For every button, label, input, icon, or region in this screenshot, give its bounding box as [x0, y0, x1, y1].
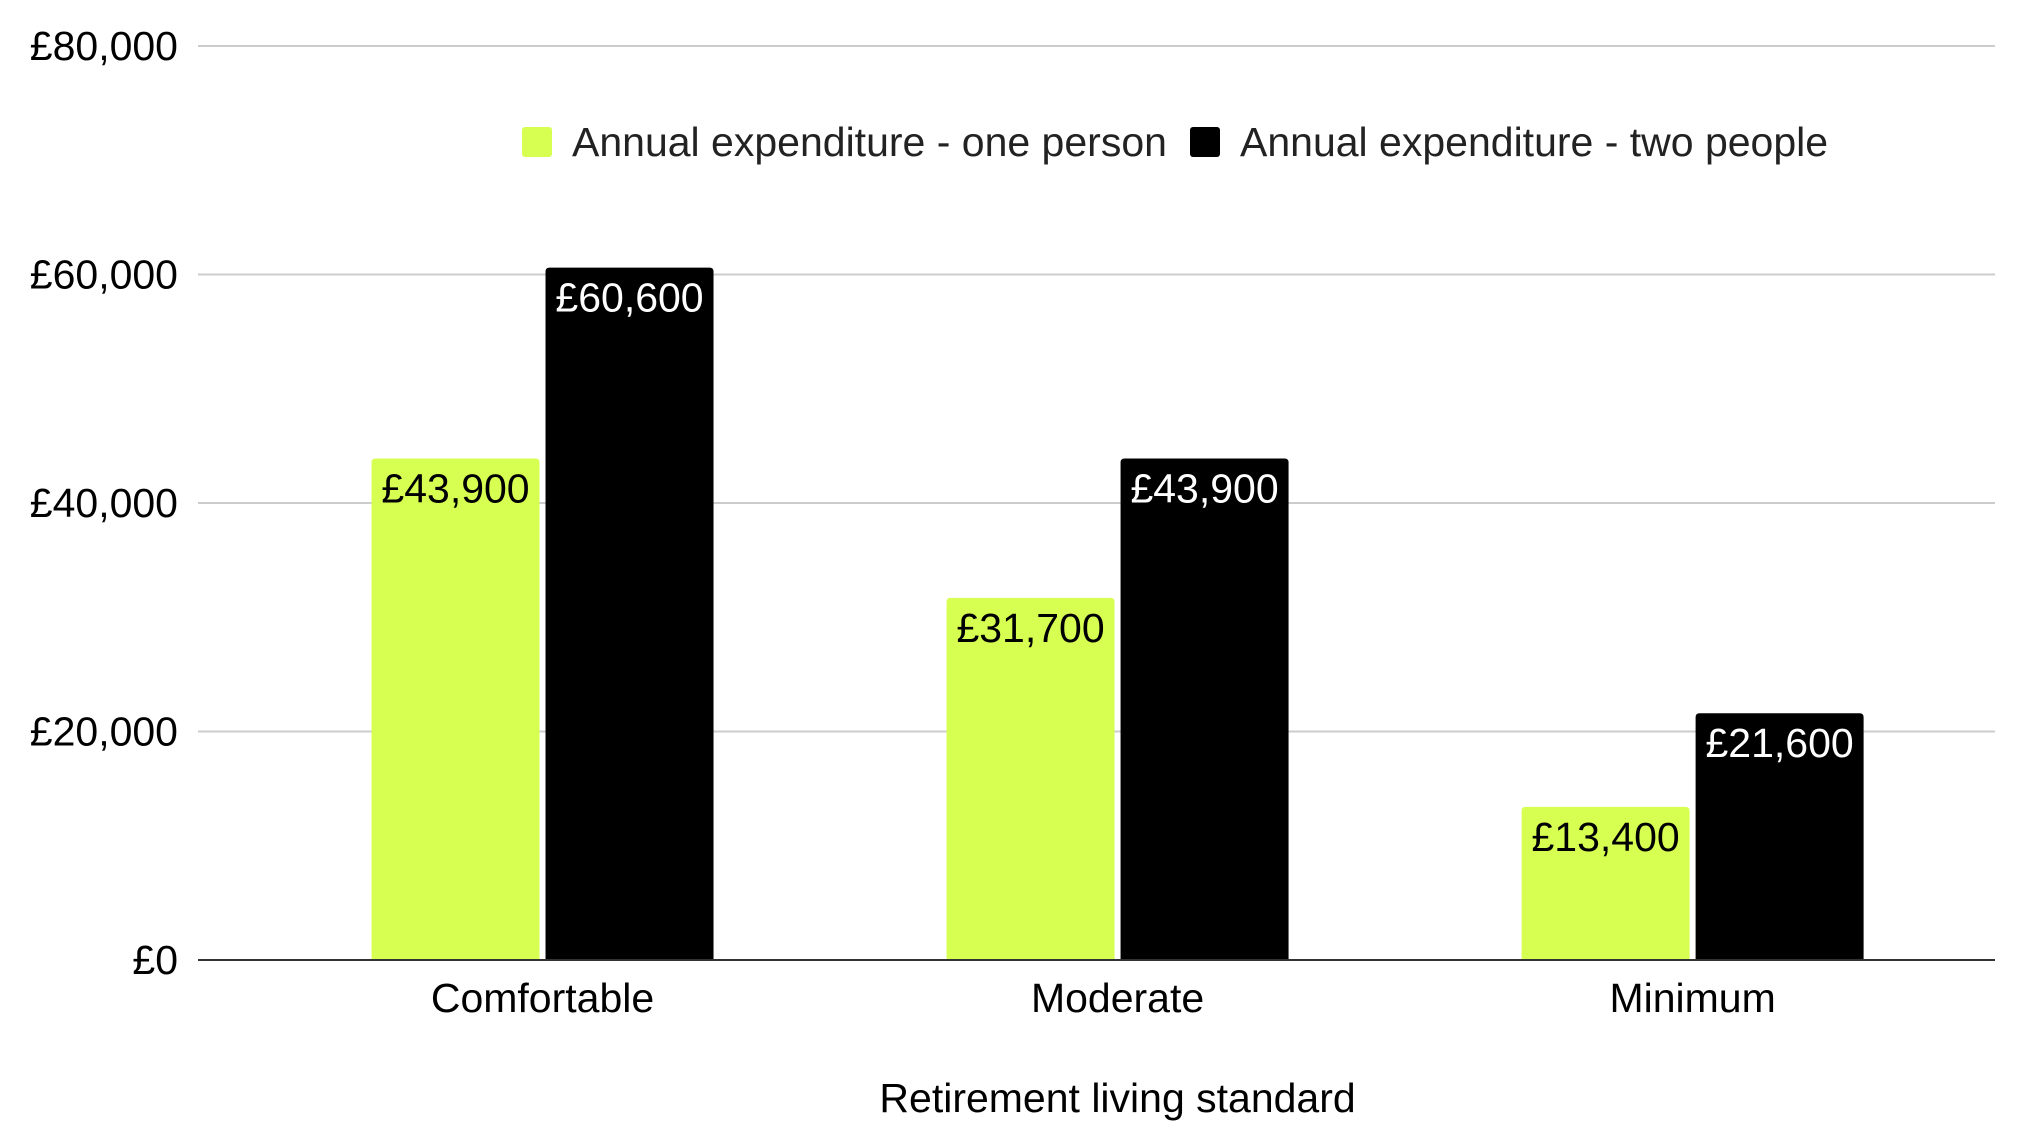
bar-two-people: [1120, 458, 1289, 960]
data-label: £31,700: [956, 605, 1104, 651]
y-tick-label: £20,000: [30, 709, 178, 755]
bar-one-person: [1521, 806, 1690, 960]
data-labels: £43,900 £60,600 £31,700 £43,900 £13,400 £21,6…: [381, 275, 1853, 860]
data-label: £43,900: [1130, 465, 1278, 511]
legend-swatch: [1190, 127, 1220, 157]
x-tick-label: Minimum: [1609, 975, 1775, 1021]
bar-one-person: [946, 597, 1115, 960]
data-label: £21,600: [1705, 720, 1853, 766]
y-tick-label: £60,000: [30, 252, 178, 298]
bars: [371, 267, 1864, 960]
y-tick-label: £0: [132, 937, 178, 983]
x-tick-label: Comfortable: [431, 975, 654, 1021]
bar-two-people: [545, 267, 714, 960]
legend-label: Annual expenditure - one person: [572, 119, 1167, 165]
x-axis-ticks: Comfortable Moderate Minimum: [431, 975, 1776, 1021]
x-tick-label: Moderate: [1031, 975, 1204, 1021]
data-label: £13,400: [1531, 814, 1679, 860]
x-axis-title: Retirement living standard: [879, 1075, 1355, 1121]
data-label: £43,900: [381, 465, 529, 511]
legend: Annual expenditure - one person Annual ex…: [522, 119, 1828, 165]
legend-swatch: [522, 127, 552, 157]
bar-one-person: [371, 458, 540, 960]
y-axis-ticks: £0 £20,000 £40,000 £60,000 £80,000: [30, 23, 178, 983]
bar-two-people: [1695, 713, 1864, 960]
y-tick-label: £80,000: [30, 23, 178, 69]
data-label: £60,600: [555, 275, 703, 321]
legend-label: Annual expenditure - two people: [1240, 119, 1828, 165]
y-tick-label: £40,000: [30, 480, 178, 526]
